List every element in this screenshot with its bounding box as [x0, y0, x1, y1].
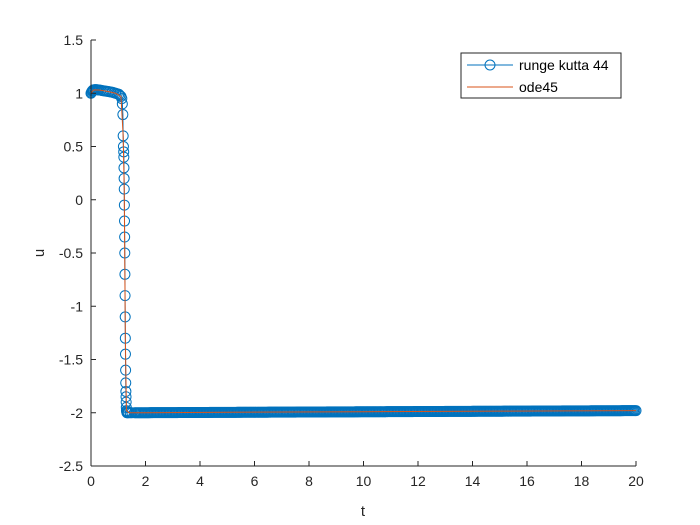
data-point-runge-kutta: [116, 98, 128, 110]
y-tick-label: 0: [75, 192, 83, 208]
x-tick-label: 10: [356, 473, 372, 489]
legend-label-ode45: ode45: [519, 79, 558, 95]
y-tick-label: -0.5: [59, 245, 83, 261]
x-tick-label: 18: [574, 473, 590, 489]
x-tick-label: 8: [305, 473, 313, 489]
data-layer: [85, 84, 642, 419]
y-tick-label: 0.5: [64, 139, 84, 155]
data-point-runge-kutta: [114, 89, 126, 101]
x-axis-label: t: [361, 503, 366, 520]
x-tick-label: 4: [196, 473, 204, 489]
y-axis-label: u: [31, 249, 48, 257]
data-point-runge-kutta: [117, 109, 129, 121]
x-tick-label: 12: [410, 473, 426, 489]
legend-marker-runge-kutta: [484, 59, 496, 71]
axes-layer: 0 2 4 6 8 10 12 14 16 18 20 -2.5 -2 -1.5 -1 -0.5 0 0.5 1 1.…: [59, 32, 644, 489]
y-tick-label: 1: [75, 85, 83, 101]
legend-label-runge-kutta: runge kutta 44: [519, 57, 609, 73]
y-tick-label: -1.5: [59, 352, 83, 368]
plot-area: 0 2 4 6 8 10 12 14 16 18 20 -2.5 -2 -1.5 -1 -0.5 0 0.5 1 1.…: [59, 32, 644, 489]
x-tick-label: 6: [251, 473, 259, 489]
x-tick-label: 16: [519, 473, 535, 489]
y-tick-label: -1: [71, 298, 84, 314]
y-tick-label: -2.5: [59, 458, 83, 474]
series-line-ode45: [90, 89, 637, 414]
x-tick-label: 20: [628, 473, 644, 489]
x-tick-label: 0: [87, 473, 95, 489]
legend: runge kutta 44 ode45: [460, 52, 622, 99]
y-tick-label: 1.5: [64, 32, 84, 48]
x-tick-label: 2: [142, 473, 150, 489]
x-tick-label: 14: [465, 473, 481, 489]
y-tick-label: -2: [71, 405, 84, 421]
